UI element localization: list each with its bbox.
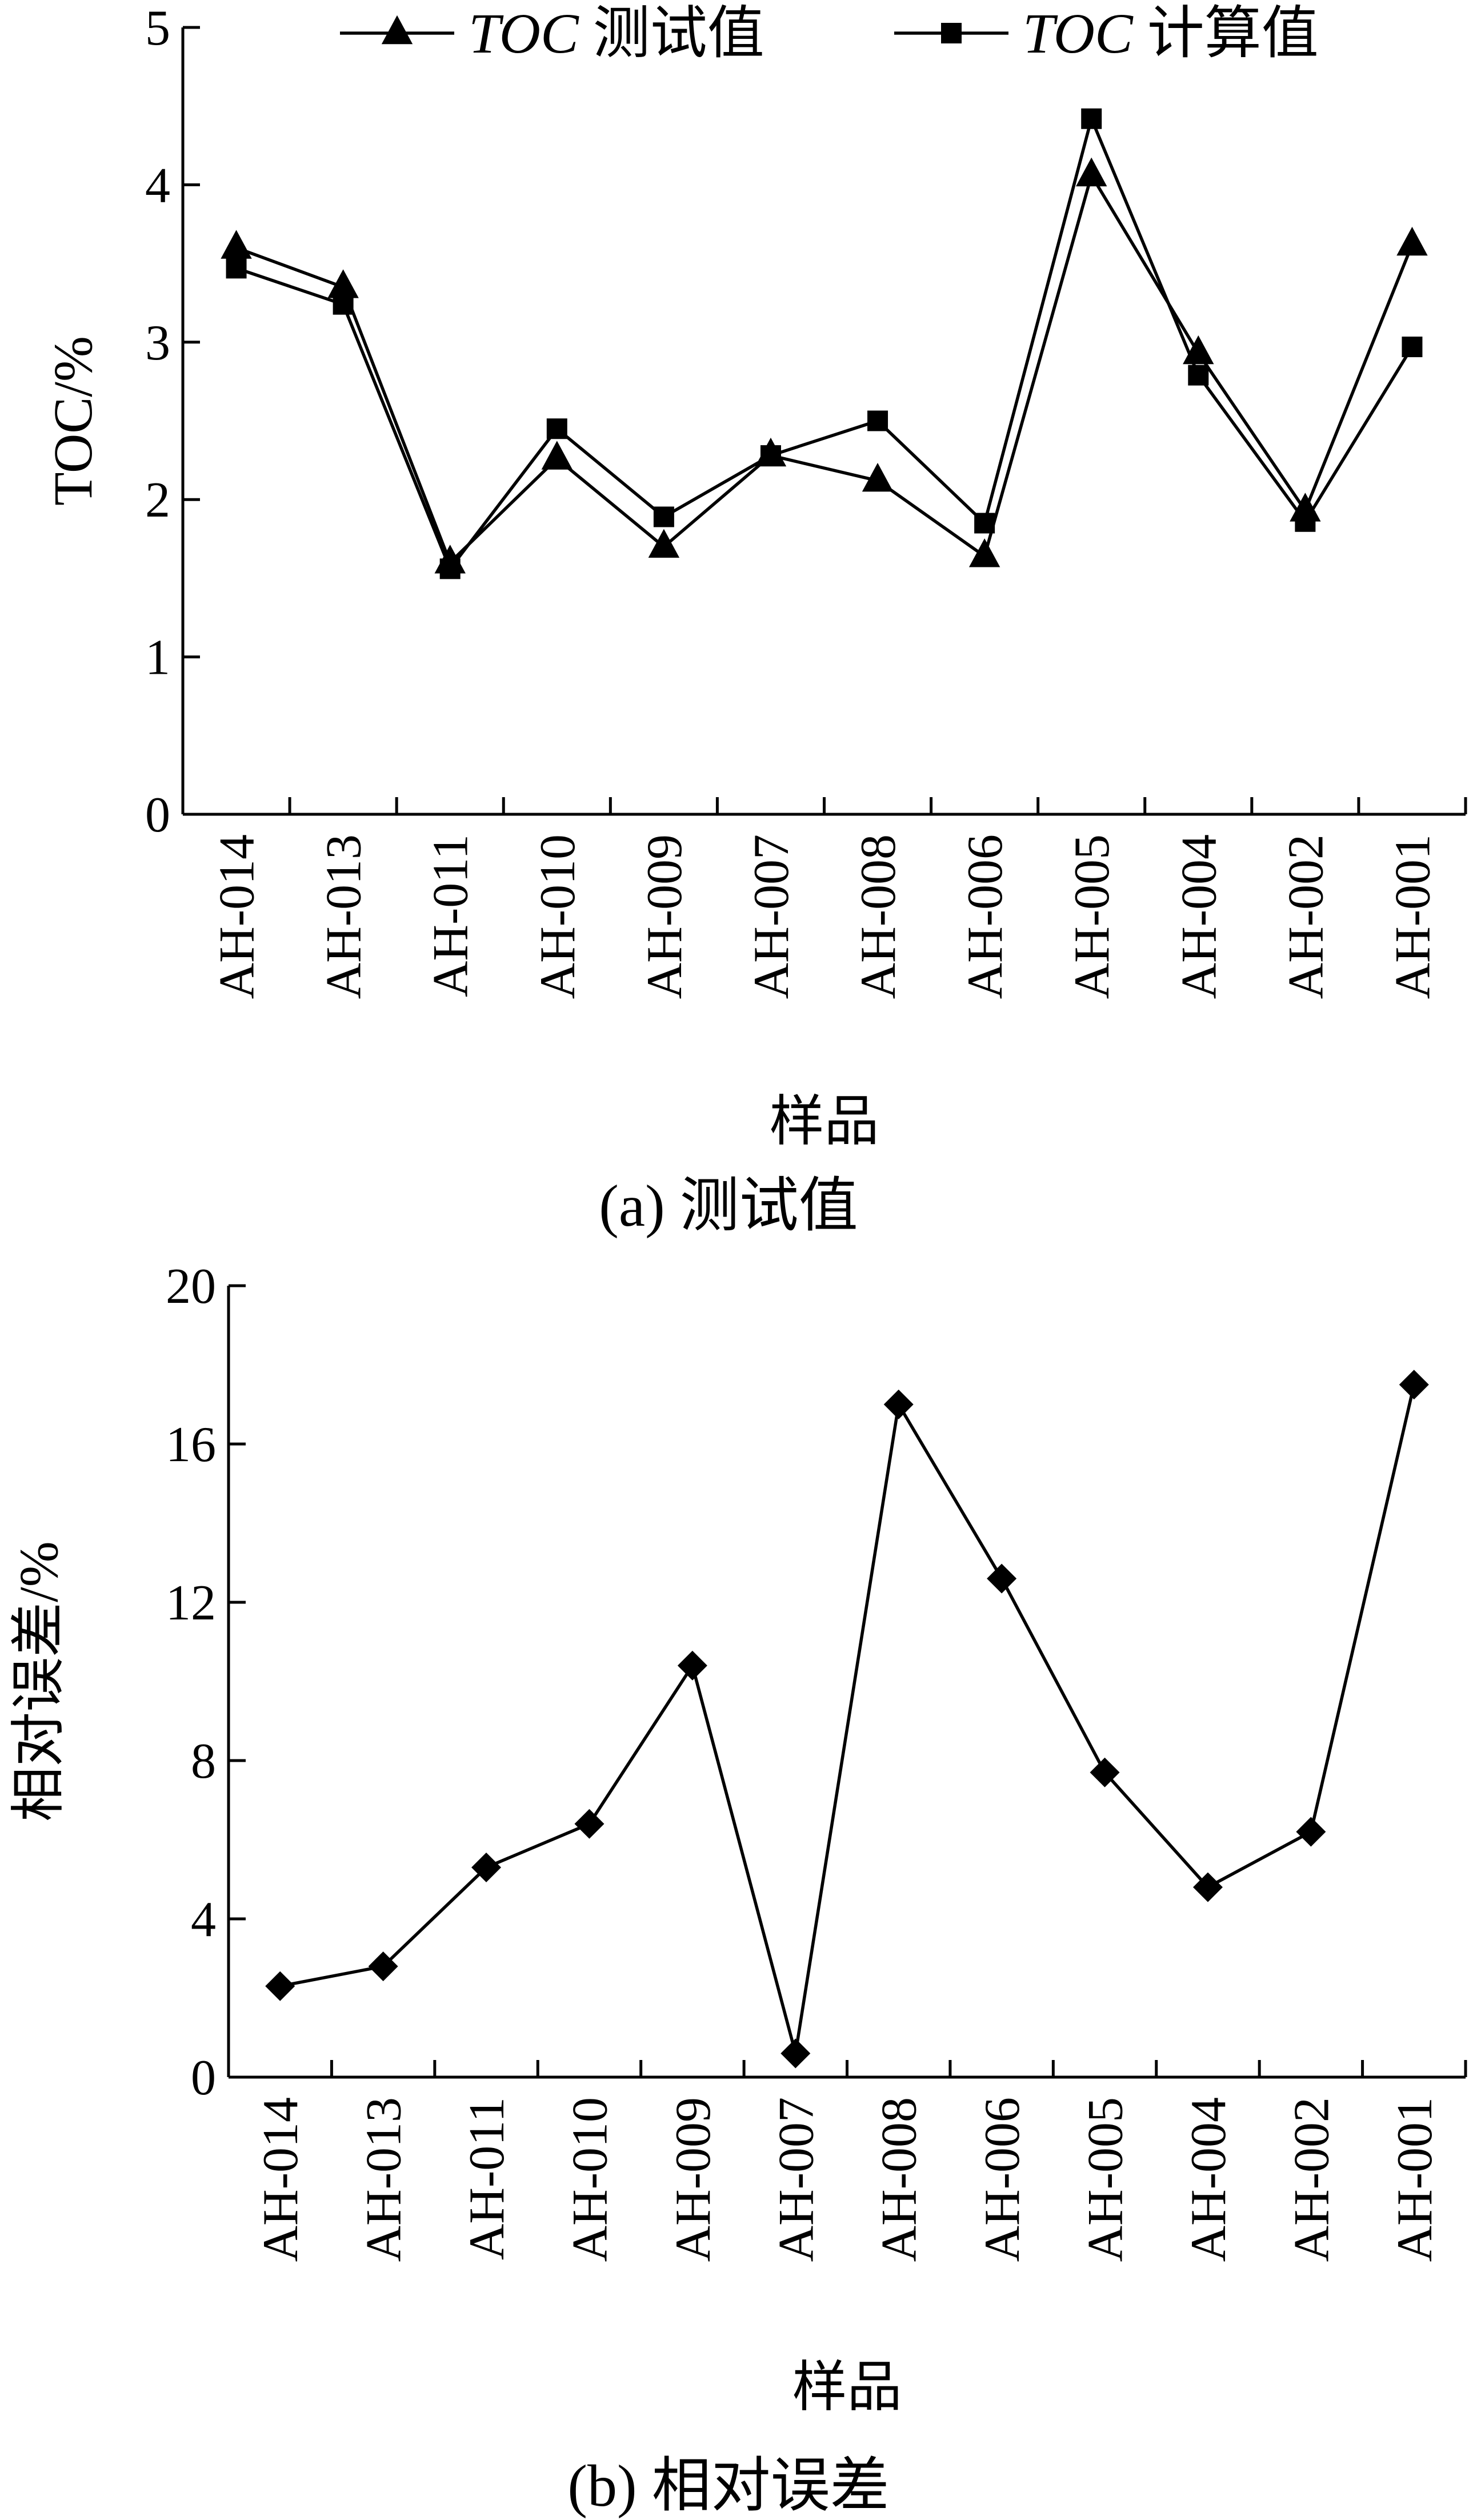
data-point-square (760, 445, 781, 466)
y-tick-label: 16 (166, 1417, 216, 1473)
x-tick-label: AH-006 (958, 834, 1013, 999)
y-tick-label: 0 (191, 2050, 216, 2106)
y-tick-label: 1 (145, 630, 170, 686)
x-tick-label: AH-014 (210, 834, 265, 999)
x-tick-label: AH-010 (530, 834, 586, 999)
x-axis-title: 样品 (770, 1091, 879, 1152)
chart-a: 0 1 2 3 4 5 AH-014 AH-013 AH-011 AH-010 AH-009 AH-0… (42, 1, 1467, 1152)
x-tick-label: AH-001 (1385, 834, 1440, 999)
data-point-square (1081, 108, 1102, 129)
x-tick-label: AH-005 (1078, 2097, 1134, 2262)
x-tick-label: AH-009 (666, 2097, 721, 2262)
data-point-diamond (987, 1563, 1017, 1594)
data-point-diamond (1399, 1370, 1429, 1400)
y-tick-label: 12 (166, 1575, 216, 1631)
data-point-diamond (471, 1852, 502, 1882)
data-point-square (867, 410, 888, 431)
x-tick-label: AH-008 (872, 2097, 927, 2262)
series-line-1 (279, 1384, 1416, 2055)
y-tick-label: 2 (145, 473, 170, 528)
data-point-diamond (677, 1650, 707, 1681)
x-tick-label: AH-013 (317, 834, 372, 999)
x-tick-label: AH-007 (744, 834, 799, 999)
y-tick-label: 8 (191, 1734, 216, 1789)
data-point-triangle (327, 269, 359, 298)
data-point-square (439, 558, 461, 579)
x-tick-label: AH-002 (1284, 2097, 1339, 2262)
y-tick-label: 0 (145, 787, 170, 843)
x-tick-label: AH-006 (975, 2097, 1030, 2262)
legend-marker-triangle (381, 15, 413, 45)
x-tick-label: AH-004 (1181, 2097, 1236, 2262)
chart-b: 0 4 8 12 16 20 AH-014 AH-013 AH-011 AH-010 AH-009 A… (8, 1259, 1467, 2418)
series-line-1 (235, 174, 1414, 565)
caption-b: (b) 相对误差 (567, 2453, 889, 2519)
data-point-triangle (862, 462, 894, 492)
x-tick-label: AH-014 (253, 2097, 309, 2262)
legend-label: TOC 计算值 (1023, 2, 1319, 65)
data-point-square (1295, 511, 1316, 532)
data-point-diamond (574, 1809, 605, 1839)
data-point-triangle (541, 441, 573, 470)
y-tick-label: 4 (191, 1892, 216, 1947)
data-point-triangle (1396, 226, 1428, 256)
series-line-2 (235, 117, 1414, 571)
data-point-diamond (780, 2038, 811, 2069)
data-point-diamond (1296, 1817, 1326, 1847)
x-tick-label: AH-011 (423, 834, 479, 997)
data-point-diamond (368, 1951, 398, 1982)
data-point-triangle (221, 230, 252, 259)
y-tick-label: 5 (145, 1, 170, 56)
x-tick-label: AH-004 (1171, 834, 1227, 999)
x-tick-label: AH-001 (1387, 2097, 1443, 2262)
y-tick-label: 4 (145, 158, 170, 213)
x-tick-label: AH-007 (768, 2097, 824, 2262)
data-point-square (546, 418, 567, 439)
data-point-triangle (968, 538, 1000, 567)
x-tick-label: AH-005 (1064, 834, 1120, 999)
legend-label: TOC 测试值 (469, 2, 764, 65)
x-tick-label: AH-010 (562, 2097, 618, 2262)
data-point-triangle (1076, 157, 1107, 187)
y-axis-title: TOC/% (42, 336, 103, 506)
data-point-diamond (1192, 1872, 1223, 1902)
data-point-square (653, 506, 674, 527)
data-point-square (974, 513, 995, 534)
y-axis-title: 相对误差/% (8, 1541, 69, 1822)
data-point-square (226, 258, 247, 279)
data-point-square (1188, 365, 1209, 386)
data-point-diamond (265, 1971, 295, 2001)
caption-a: (a) 测试值 (599, 1173, 858, 1239)
x-tick-label: AH-013 (357, 2097, 412, 2262)
x-tick-label: AH-009 (637, 834, 693, 999)
x-tick-label: AH-002 (1278, 834, 1334, 999)
data-point-diamond (1090, 1757, 1120, 1787)
x-tick-label: AH-008 (851, 834, 906, 999)
data-point-square (333, 294, 354, 315)
y-tick-label: 3 (145, 315, 170, 371)
x-axis-title: 样品 (792, 2357, 902, 2418)
x-tick-label: AH-011 (459, 2097, 515, 2260)
data-point-square (1402, 337, 1423, 358)
data-point-triangle (648, 529, 680, 558)
data-point-diamond (883, 1389, 914, 1419)
y-tick-label: 20 (166, 1259, 216, 1314)
legend-marker-square (941, 23, 962, 43)
